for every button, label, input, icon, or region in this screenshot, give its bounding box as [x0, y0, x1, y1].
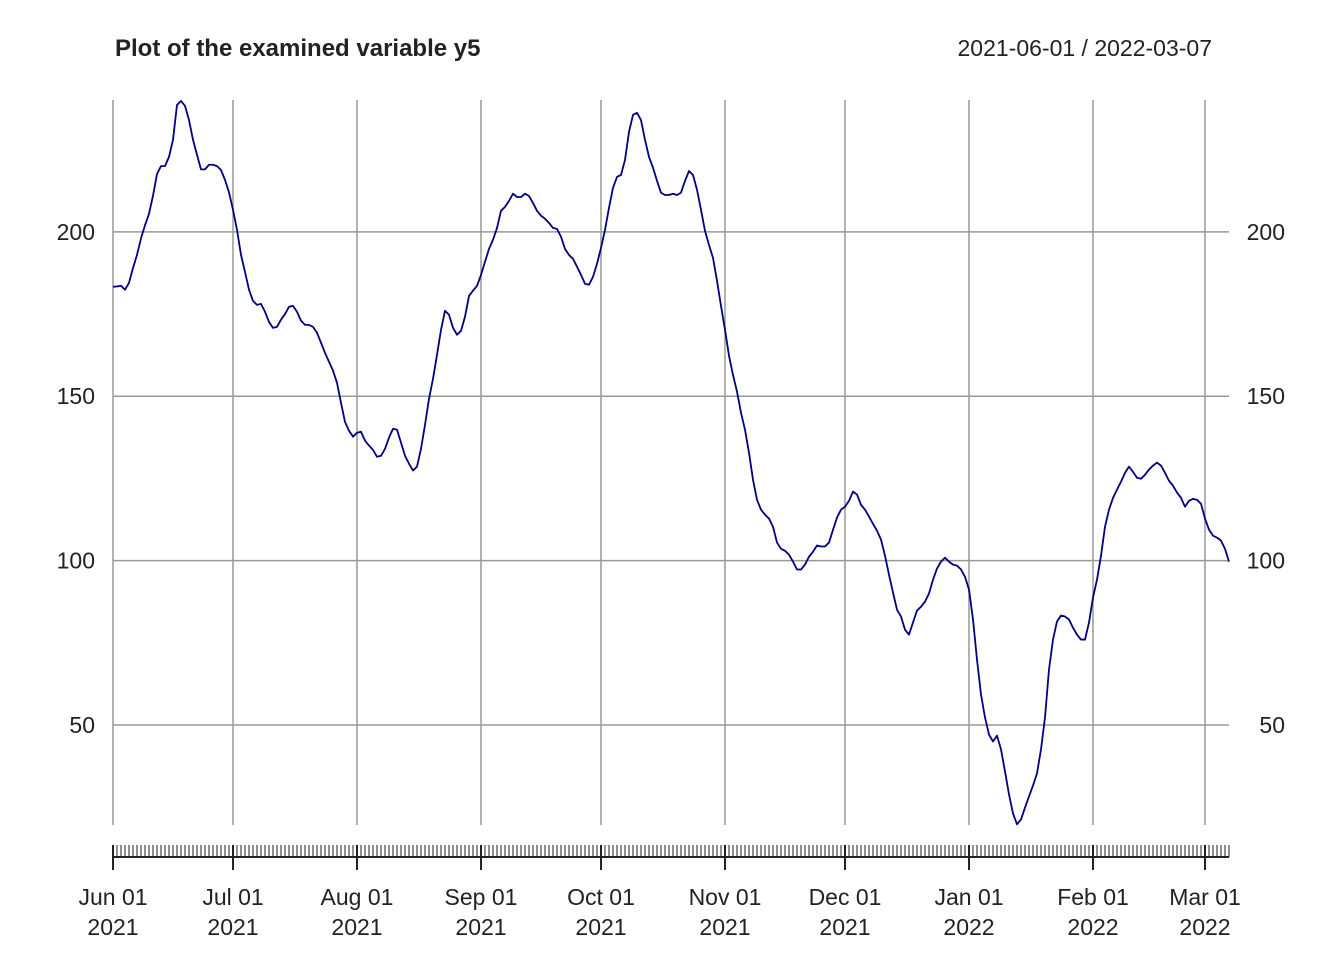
- x-tick-label: 2021: [87, 914, 138, 940]
- series-line: [112, 100, 1230, 826]
- y-tick-label: 50: [69, 712, 95, 738]
- x-tick-label: Mar 01: [1169, 884, 1241, 910]
- y-tick-label: 200: [57, 219, 95, 245]
- x-tick-label: 2021: [455, 914, 506, 940]
- x-tick-label: Oct 01: [567, 884, 635, 910]
- y-tick-label-right: 150: [1247, 383, 1285, 409]
- x-tick-label: 2021: [331, 914, 382, 940]
- x-tick-label: 2021: [819, 914, 870, 940]
- x-tick-label: Nov 01: [689, 884, 762, 910]
- y-tick-label: 100: [57, 548, 95, 574]
- y-tick-label-right: 200: [1247, 219, 1285, 245]
- x-tick-label: Aug 01: [321, 884, 394, 910]
- y-tick-label: 150: [57, 383, 95, 409]
- x-tick-label: 2021: [699, 914, 750, 940]
- date-range: 2021-06-01 / 2022-03-07: [958, 35, 1212, 61]
- x-tick-label: Dec 01: [809, 884, 882, 910]
- x-tick-label: Jul 01: [202, 884, 263, 910]
- x-tick-label: Jan 01: [934, 884, 1003, 910]
- y-tick-label-right: 50: [1259, 712, 1285, 738]
- x-tick-label: Jun 01: [78, 884, 147, 910]
- x-tick-label: Feb 01: [1057, 884, 1129, 910]
- x-tick-label: 2021: [207, 914, 258, 940]
- x-tick-label: Sep 01: [445, 884, 518, 910]
- x-tick-label: 2022: [1179, 914, 1230, 940]
- y-tick-label-right: 100: [1247, 548, 1285, 574]
- x-tick-label: 2022: [1067, 914, 1118, 940]
- x-tick-label: 2022: [943, 914, 994, 940]
- x-tick-label: 2021: [575, 914, 626, 940]
- chart-title: Plot of the examined variable y5: [115, 35, 480, 62]
